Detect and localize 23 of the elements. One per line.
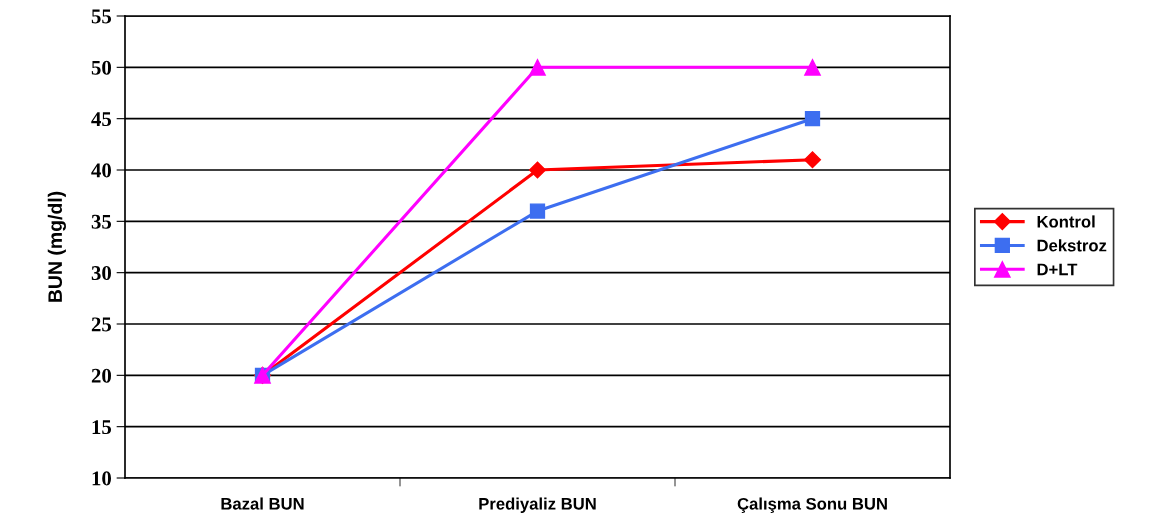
- y-tick-label: 55: [91, 9, 112, 24]
- legend-label: Dekstroz: [1037, 239, 1107, 252]
- point: [529, 58, 546, 76]
- point: [804, 58, 821, 76]
- point: [803, 151, 822, 169]
- y-tick-label: 40: [91, 163, 112, 178]
- y-tick-label: 45: [91, 112, 112, 127]
- legend-label: Kontrol: [1037, 215, 1095, 228]
- y-tick-label: 15: [92, 420, 112, 435]
- x-tick-label: Prediyaliz BUN: [479, 497, 596, 513]
- legend-label: D+LT: [1037, 263, 1078, 276]
- y-tick-label: 35: [91, 214, 112, 229]
- point: [804, 111, 821, 127]
- y-tick-label: 10: [92, 471, 112, 486]
- point: [528, 161, 547, 179]
- y-tick-label: 20: [91, 368, 112, 383]
- point: [529, 203, 546, 219]
- y-tick-label: 50: [91, 60, 112, 75]
- y-tick-label: 25: [91, 317, 112, 332]
- y-tick-label: 30: [91, 266, 112, 281]
- x-tick-label: Çalışma Sonu BUN: [737, 497, 887, 513]
- y-axis-title: BUN (mg/dl): [47, 191, 66, 302]
- x-tick-label: Bazal BUN: [221, 497, 304, 510]
